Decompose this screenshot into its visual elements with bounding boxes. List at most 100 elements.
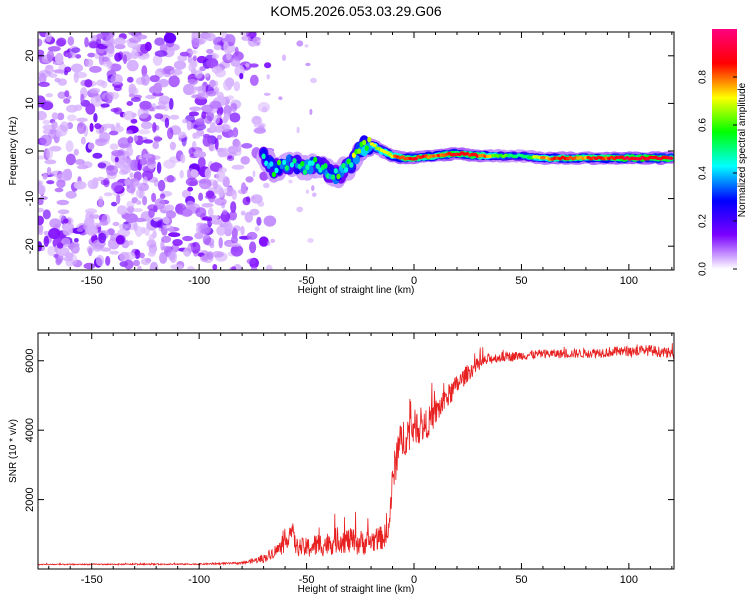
spectrogram-noise-blob xyxy=(177,54,188,62)
spectrogram-noise-blob xyxy=(88,40,99,49)
spectrogram-noise-blob xyxy=(84,217,95,227)
spectrogram-noise-blob xyxy=(132,208,143,213)
spectrogram-noise-blob xyxy=(159,252,168,264)
spectrogram-noise-blob xyxy=(261,106,268,113)
spectrogram-noise-blob xyxy=(185,177,198,187)
spectrogram-noise-blob xyxy=(67,114,77,122)
snr-x-tick-label: -50 xyxy=(299,574,315,586)
spectrogram-noise-blob xyxy=(85,208,97,215)
spectrogram-noise-blob xyxy=(191,35,202,48)
spectrogram-noise-blob xyxy=(147,250,156,257)
spectrogram-noise-blob xyxy=(164,204,175,212)
spectrogram-noise-blob xyxy=(202,234,212,246)
spectrogram-noise-blob xyxy=(42,172,48,180)
spectrogram-track-cell xyxy=(300,161,305,167)
spectrogram-noise-blob xyxy=(54,77,61,83)
spectrogram-noise-blob xyxy=(76,122,86,134)
spectrogram-track-cell xyxy=(372,143,377,148)
spectrogram-noise-blob xyxy=(42,129,51,135)
spectrogram-noise-blob xyxy=(169,114,180,120)
spectrogram-noise-blob xyxy=(74,238,79,243)
spectrogram-noise-blob xyxy=(188,84,197,95)
spectrogram-noise-blob xyxy=(159,44,168,53)
spectrogram-noise-blob xyxy=(119,251,130,262)
spectrogram-noise-blob xyxy=(141,73,150,86)
spectrogram-noise-blob xyxy=(194,232,204,240)
spectrogram-noise-blob xyxy=(199,178,212,190)
spectrogram-noise-blob xyxy=(152,141,159,150)
spectrogram-noise-blob xyxy=(193,150,203,158)
snr-panel: -150 -100 -50 0 50 100 2000 4000 6000 Height of… xyxy=(8,332,675,595)
spectrogram-y-tick-label: 10 xyxy=(24,97,36,109)
snr-x-ticks: -150 -100 -50 0 50 100 xyxy=(48,333,673,586)
spectrogram-noise-blob xyxy=(46,50,55,62)
spectrogram-noise-blob xyxy=(199,66,206,72)
spectrogram-noise-blob xyxy=(38,198,44,206)
spectrogram-noise-blob xyxy=(222,147,228,158)
colorbar-tick-label: 0.6 xyxy=(698,118,709,132)
spectrogram-noise-blob xyxy=(225,51,232,61)
spectrogram-noise-blob xyxy=(229,112,241,123)
spectrogram-noise-blob xyxy=(213,44,222,51)
spectrogram-noise-blob xyxy=(167,127,174,140)
spectrogram-noise-blob xyxy=(128,37,142,43)
spectrogram-noise-blob xyxy=(80,136,86,145)
spectrogram-noise-blob xyxy=(96,33,103,40)
spectrogram-noise-blob xyxy=(245,196,251,203)
spectrogram-noise-blob xyxy=(154,113,164,120)
spectrogram-track-cell xyxy=(362,139,367,146)
spectrogram-noise-blob xyxy=(159,105,167,110)
spectrogram-noise-blob xyxy=(87,52,96,58)
spectrogram-noise-blob xyxy=(214,138,219,150)
spectrogram-noise-blob xyxy=(309,108,313,115)
spectrogram-noise-blob xyxy=(209,79,216,88)
spectrogram-noise-blob xyxy=(38,38,43,47)
colorbar-tick-label: 0.0 xyxy=(698,262,709,276)
spectrogram-noise-blob xyxy=(44,159,57,165)
spectrogram-noise-blob xyxy=(141,121,153,130)
spectrogram-noise-blob xyxy=(168,232,181,238)
spectrogram-noise-blob xyxy=(113,107,123,115)
spectrogram-noise-blob xyxy=(127,136,134,144)
spectrogram-noise-blob xyxy=(163,32,177,44)
spectrogram-noise-blob xyxy=(129,172,134,179)
spectrogram-noise-blob xyxy=(305,189,309,194)
spectrogram-noise-blob xyxy=(56,179,66,188)
spectrogram-noise-blob xyxy=(157,179,166,192)
spectrogram-noise-blob xyxy=(161,245,172,251)
spectrogram-noise-blob xyxy=(225,152,237,157)
spectrogram-noise-blob xyxy=(122,110,136,121)
spectrogram-noise-blob xyxy=(57,242,64,249)
spectrogram-noise-blob xyxy=(64,66,72,73)
snr-x-tick-label: 0 xyxy=(411,574,417,586)
spectrogram-noise-blob xyxy=(147,204,158,211)
spectrogram-noise-blob xyxy=(166,175,175,183)
spectrogram-noise-blob xyxy=(218,237,223,249)
spectrogram-noise-blob xyxy=(135,188,145,199)
spectrogram-noise-blob xyxy=(240,225,245,236)
spectrogram-x-tick-label: 0 xyxy=(411,275,417,287)
spectrogram-track-cell xyxy=(356,148,362,154)
spectrogram-noise-blob xyxy=(252,170,256,178)
spectrogram-noise-blob xyxy=(99,219,108,226)
spectrogram-noise-blob xyxy=(57,209,70,215)
spectrogram-noise-blob xyxy=(140,257,151,266)
snr-x-axis-label: Height of straight line (km) xyxy=(298,584,415,595)
spectrogram-track-cell xyxy=(346,158,351,165)
spectrogram-noise-blob xyxy=(204,168,212,179)
spectrogram-noise-blob xyxy=(61,237,71,248)
spectrogram-noise-blob xyxy=(139,252,145,259)
spectrogram-noise-blob xyxy=(108,130,119,136)
spectrogram-noise-blob xyxy=(107,91,114,101)
spectrogram-noise-blob xyxy=(251,196,256,200)
spectrogram-noise-blob xyxy=(230,244,244,257)
spectrogram-noise-blob xyxy=(256,41,260,46)
spectrogram-x-tick-label: 100 xyxy=(620,275,638,287)
spectrogram-noise-blob xyxy=(128,92,135,98)
spectrogram-y-tick-label: 20 xyxy=(24,50,36,62)
spectrogram-noise-blob xyxy=(110,63,122,72)
spectrogram-x-tick-label: 50 xyxy=(515,275,527,287)
spectrogram-noise-blob xyxy=(204,32,216,42)
spectrogram-noise-blob xyxy=(149,75,160,83)
spectrogram-noise-blob xyxy=(109,250,120,255)
